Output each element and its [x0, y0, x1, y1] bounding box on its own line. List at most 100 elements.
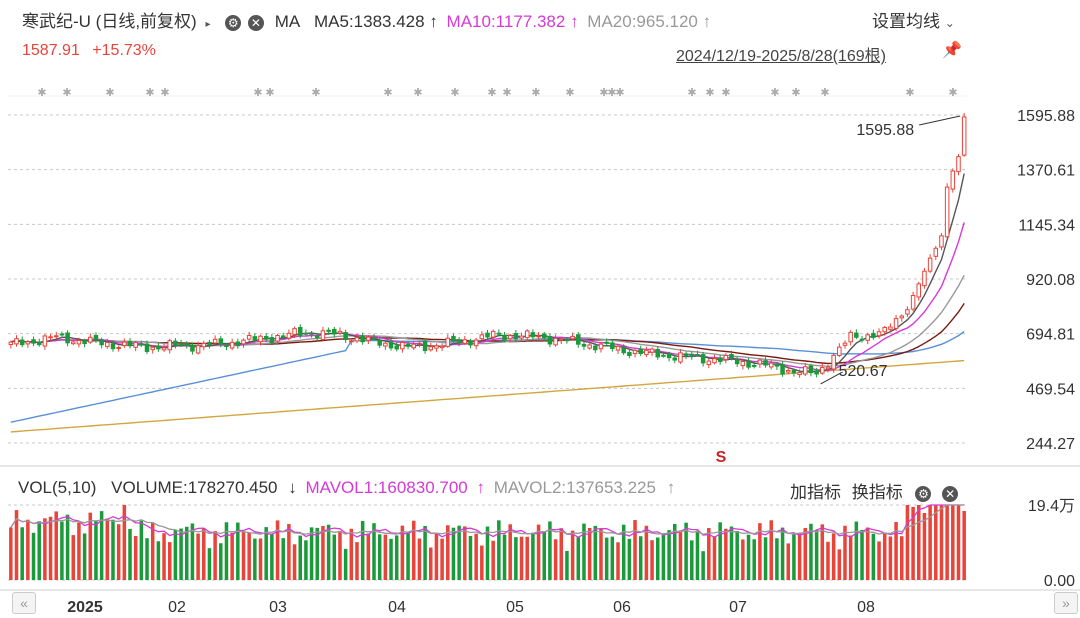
- scroll-left-button[interactable]: «: [12, 592, 36, 614]
- candle: [604, 338, 609, 346]
- candle: [814, 367, 819, 378]
- candle-body: [434, 345, 439, 349]
- candle-body: [678, 352, 683, 363]
- candle-body: [598, 343, 604, 350]
- candle-body: [93, 335, 99, 341]
- volume-value: VOLUME:178270.450: [111, 478, 278, 497]
- volume-bar: [264, 527, 268, 580]
- volume-bar: [531, 532, 535, 580]
- candle: [587, 341, 592, 350]
- event-marker-icon: ✱: [791, 87, 800, 99]
- volume-bar: [377, 534, 382, 580]
- candle-body: [865, 334, 870, 341]
- candle-body: [581, 343, 587, 347]
- volume-bar: [667, 530, 671, 580]
- volume-bar: [582, 523, 586, 580]
- candle: [524, 329, 530, 342]
- candle-body: [212, 338, 218, 344]
- candle: [593, 343, 598, 354]
- candle-body: [337, 330, 343, 334]
- volume-bar: [394, 535, 399, 580]
- add-indicator-button[interactable]: 加指标: [790, 483, 841, 502]
- candle: [559, 336, 564, 345]
- candle: [803, 362, 808, 376]
- candle: [224, 343, 229, 351]
- candle-body: [31, 339, 36, 344]
- volume-bar: [411, 520, 416, 580]
- switch-indicator-button[interactable]: 换指标: [851, 483, 903, 502]
- volume-bar: [922, 512, 927, 580]
- candle-body: [139, 343, 144, 346]
- candle-body: [65, 332, 70, 344]
- candle: [258, 334, 263, 346]
- candle: [513, 330, 519, 342]
- volume-bar: [746, 534, 751, 580]
- candle-body: [587, 344, 592, 349]
- candle-body: [712, 358, 717, 364]
- volume-bar: [37, 521, 41, 580]
- candle-body: [797, 372, 802, 376]
- settings-ma-label: 设置均线: [872, 12, 940, 31]
- settings-ma-button[interactable]: 设置均线 ⌄: [872, 7, 955, 32]
- candle: [854, 329, 859, 340]
- volume-bar: [831, 533, 836, 580]
- candle: [888, 323, 893, 332]
- candle-body: [803, 366, 808, 375]
- gear-icon[interactable]: ⚙: [225, 15, 242, 31]
- volume-bar: [315, 527, 320, 580]
- candle: [581, 341, 587, 350]
- event-marker-icon: ✱: [253, 87, 262, 99]
- candle-body: [349, 340, 354, 343]
- candle-body: [275, 334, 280, 342]
- candle: [933, 245, 939, 261]
- scroll-right-button[interactable]: »: [1054, 592, 1078, 614]
- volume-bar: [593, 525, 598, 580]
- candle: [598, 341, 604, 353]
- candle-body: [473, 339, 479, 347]
- vol-close-icon[interactable]: ✕: [942, 486, 959, 502]
- candle: [496, 329, 502, 337]
- candle: [371, 334, 377, 341]
- volume-bar: [111, 519, 115, 580]
- candle-body: [570, 335, 575, 340]
- close-icon[interactable]: ✕: [247, 15, 264, 31]
- price-tick-label: 244.27: [1026, 436, 1075, 453]
- candle: [570, 332, 575, 341]
- candle: [910, 291, 916, 312]
- candle-body: [178, 343, 184, 346]
- candle-body: [746, 361, 751, 368]
- price-tick-label: 1595.88: [1017, 108, 1075, 125]
- volume-bar: [684, 522, 688, 580]
- candle: [190, 342, 195, 355]
- candle: [315, 332, 320, 342]
- ma5-value: MA5:1383.428: [313, 12, 425, 31]
- title-dropdown-icon[interactable]: ▸: [205, 19, 211, 30]
- volume-bar: [820, 524, 825, 580]
- volume-bar: [287, 524, 291, 580]
- date-range[interactable]: 2024/12/19-2025/8/28(169根): [676, 48, 886, 65]
- vol-gear-icon[interactable]: ⚙: [915, 486, 932, 502]
- candle-body: [627, 351, 632, 357]
- candle-body: [729, 353, 734, 359]
- candle-body: [757, 359, 763, 365]
- candle: [320, 326, 326, 341]
- pin-icon[interactable]: 📌: [942, 42, 962, 59]
- volume-bar: [190, 523, 195, 580]
- candle: [235, 338, 241, 349]
- candle-body: [559, 338, 564, 341]
- candle-body: [462, 339, 468, 344]
- candle: [343, 329, 348, 343]
- price-tick-label: 920.08: [1026, 272, 1075, 289]
- volume-bar: [173, 529, 178, 580]
- candle: [218, 335, 224, 348]
- volume-bar: [508, 524, 512, 580]
- candle-body: [717, 357, 723, 362]
- mavol2-value: MAVOL2:137653.225: [493, 478, 656, 497]
- volume-bar: [519, 536, 524, 580]
- candle-body: [910, 295, 916, 310]
- candle-body: [615, 345, 621, 351]
- volume-bar: [570, 530, 575, 580]
- low-arrow: [820, 371, 843, 385]
- volume-bar: [417, 538, 422, 580]
